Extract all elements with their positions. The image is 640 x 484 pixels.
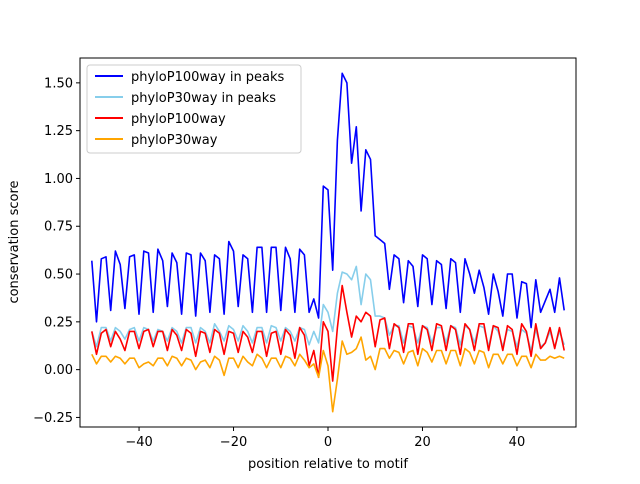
- legend-label: phyloP30way in peaks: [131, 91, 276, 106]
- y-tick-label: 0.50: [44, 268, 73, 283]
- series-line-3: [91, 336, 565, 413]
- x-axis-label: position relative to motif: [248, 457, 408, 472]
- x-tick-label: 0: [324, 435, 332, 450]
- y-tick-label: 1.00: [44, 172, 73, 187]
- series-layer: [91, 72, 565, 413]
- y-axis-label: conservation score: [7, 180, 22, 303]
- y-tick-label: 0.25: [44, 315, 73, 330]
- x-axis: −40 −20 0 20 40: [125, 427, 525, 450]
- y-axis: −0.25 0.00 0.25 0.50 0.75 1.00 1.25 1.50: [33, 76, 80, 426]
- legend-box: [86, 64, 302, 154]
- x-tick-label: −20: [220, 435, 247, 450]
- y-tick-label: −0.25: [33, 411, 73, 426]
- y-tick-label: 1.25: [44, 124, 73, 139]
- legend-label: phyloP100way in peaks: [131, 70, 285, 85]
- x-tick-label: 40: [509, 435, 526, 450]
- legend: phyloP100way in peaks phyloP30way in peak…: [86, 64, 302, 154]
- legend-label: phyloP100way: [131, 112, 226, 127]
- y-tick-label: 0.75: [44, 220, 73, 235]
- y-tick-label: 0.00: [44, 363, 73, 378]
- legend-label: phyloP30way: [131, 133, 218, 148]
- x-tick-label: 20: [414, 435, 431, 450]
- x-tick-label: −40: [125, 435, 152, 450]
- y-tick-label: 1.50: [44, 76, 73, 91]
- series-line-2: [91, 284, 565, 382]
- series-line-0: [91, 72, 565, 329]
